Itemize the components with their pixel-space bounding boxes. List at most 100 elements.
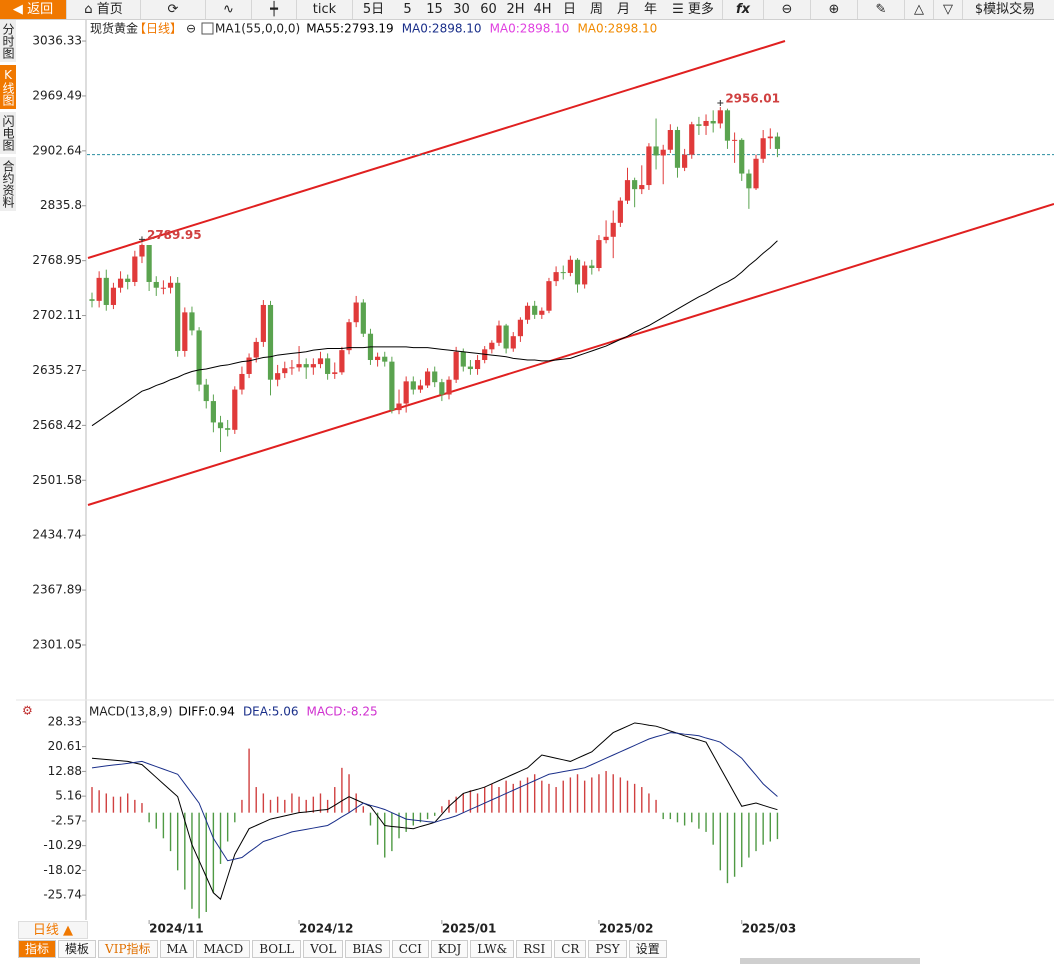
indicator-tab[interactable]: 模板: [58, 940, 97, 958]
candle-body: [489, 342, 495, 350]
candle-body: [739, 139, 745, 174]
macd-bar: [548, 783, 550, 813]
indicator-tab[interactable]: MACD: [196, 940, 251, 958]
indicator-tab[interactable]: 指标: [18, 940, 57, 958]
indicator-tab[interactable]: VIP指标: [98, 940, 158, 958]
sidebar-tab[interactable]: K线图: [0, 65, 16, 109]
macd-bar: [369, 812, 372, 826]
settings-icon[interactable]: ⚙: [22, 704, 33, 718]
macd-bar: [498, 787, 500, 813]
zoom-in[interactable]: ⊕: [811, 0, 858, 19]
period-button[interactable]: 周: [589, 2, 603, 17]
macd-bar: [226, 812, 229, 842]
macd-bar: [669, 812, 672, 820]
macd-bar: [334, 787, 336, 813]
candle-body: [232, 389, 238, 430]
macd-bar: [641, 787, 643, 813]
y-tick-label: 2434.74: [32, 528, 82, 542]
macd-bar: [162, 812, 165, 839]
candle-body: [539, 310, 545, 315]
fx-button[interactable]: fx: [723, 0, 764, 19]
candle-body: [703, 120, 709, 126]
period-button[interactable]: 年: [643, 2, 657, 17]
up-button[interactable]: △: [905, 0, 934, 19]
scrollbar[interactable]: [740, 958, 920, 964]
indicator-tab[interactable]: BIAS: [345, 940, 390, 958]
candle-body: [217, 422, 224, 429]
indicator-tab[interactable]: 设置: [628, 940, 667, 958]
indicator-tab[interactable]: CR: [554, 940, 587, 958]
macd-bar: [198, 812, 200, 919]
macd-bar: [412, 812, 414, 826]
indicator-tab[interactable]: CCI: [391, 940, 429, 958]
legend-item: MA0:2898.10: [402, 22, 482, 36]
indicator-tab[interactable]: VOL: [303, 940, 344, 958]
indicator-tab[interactable]: RSI: [516, 940, 553, 958]
period-button[interactable]: 日: [562, 2, 576, 17]
more-button[interactable]: ☰ 更多: [664, 0, 723, 19]
chart-style-button[interactable]: ∿: [206, 0, 252, 19]
candle-body: [424, 371, 431, 386]
period-button[interactable]: 月: [616, 2, 630, 17]
collapse-icon[interactable]: ⊖: [186, 22, 196, 36]
sidebar-tab[interactable]: 分时图: [0, 20, 16, 62]
candle-body: [410, 381, 416, 390]
y-tick-label: -18.02: [43, 863, 82, 877]
back-button[interactable]: ◀ 返回: [0, 0, 67, 19]
indicator-tab[interactable]: MA: [159, 940, 195, 958]
macd-bar: [127, 793, 129, 813]
macd-bar: [155, 812, 157, 829]
period-button[interactable]: 5日: [362, 2, 385, 17]
macd-bar: [598, 774, 600, 813]
indicator-tab[interactable]: LW&: [470, 940, 515, 958]
macd-bar: [105, 793, 107, 813]
period-button[interactable]: 30: [453, 2, 470, 17]
indicator-tab[interactable]: KDJ: [430, 940, 469, 958]
y-tick-label: -10.29: [43, 838, 82, 852]
macd-bar: [491, 783, 493, 813]
macd-bar: [748, 812, 750, 858]
macd-bar: [555, 787, 557, 813]
period-button[interactable]: 15: [426, 2, 443, 17]
trend-line: [87, 40, 786, 259]
refresh-button[interactable]: ⟳: [141, 0, 206, 19]
y-tick-label: 2367.89: [32, 583, 82, 597]
candle-body: [110, 287, 117, 305]
period-selector[interactable]: 日线 ▲: [18, 921, 88, 939]
sidebar-tab[interactable]: 闪电图: [0, 112, 16, 154]
macd-bar: [248, 748, 250, 813]
sidebar-tab[interactable]: 合约资料: [0, 157, 16, 211]
macd-bar: [91, 787, 93, 813]
tick-button[interactable]: tick: [297, 0, 353, 19]
candle-style-button[interactable]: ┿: [252, 0, 297, 19]
macd-bar: [733, 812, 736, 877]
down-button[interactable]: ▽: [934, 0, 963, 19]
candle-body: [339, 350, 345, 373]
macd-bar: [526, 777, 529, 813]
candle-body: [353, 302, 359, 323]
period-button[interactable]: 4H: [533, 2, 552, 17]
candle-body: [296, 364, 302, 368]
label: 首页: [96, 2, 123, 17]
macd-bar: [134, 799, 136, 813]
candle-body: [503, 325, 509, 349]
macd-bar: [341, 767, 343, 813]
candle-body: [175, 282, 181, 351]
macd-bar: [533, 774, 536, 813]
indicator-tab[interactable]: BOLL: [252, 940, 302, 958]
indicator-tab[interactable]: PSY: [588, 940, 627, 958]
draw-button[interactable]: ✎: [858, 0, 905, 19]
label: 更多: [687, 2, 714, 17]
home-button[interactable]: ⌂ 首页: [67, 0, 141, 19]
candle-body: [253, 341, 259, 358]
zoom-out[interactable]: ⊖: [764, 0, 811, 19]
y-tick-label: -2.57: [51, 813, 82, 827]
period-button[interactable]: 60: [480, 2, 497, 17]
macd-bar: [148, 812, 150, 823]
period-button[interactable]: 5: [403, 2, 412, 17]
candle-body: [89, 299, 95, 301]
period-button[interactable]: 2H: [506, 2, 525, 17]
trade-button[interactable]: $模拟交易: [974, 2, 1036, 17]
candle-body: [196, 330, 202, 385]
candle-body: [432, 371, 438, 383]
